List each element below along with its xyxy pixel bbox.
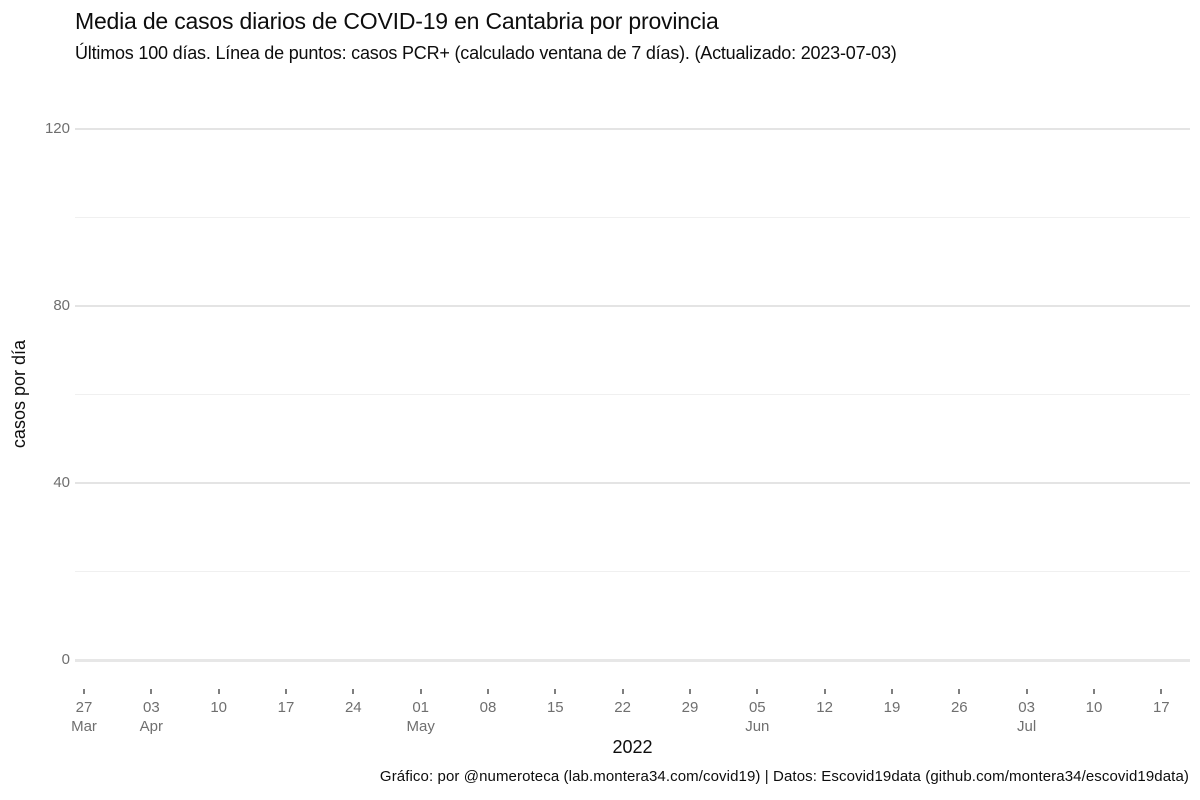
x-month-label: Mar	[71, 718, 97, 735]
x-month-label: Apr	[139, 718, 163, 735]
x-tick-mark	[217, 689, 220, 694]
y-tick-label: 80	[53, 297, 70, 314]
x-tick-label: 03	[142, 699, 160, 716]
x-tick-mark	[284, 689, 287, 694]
x-tick-mark	[150, 689, 153, 694]
gridline-minor	[75, 217, 1190, 218]
x-axis-title: 2022	[612, 737, 653, 757]
x-tick-label: 22	[614, 699, 631, 716]
gridline-minor	[75, 394, 1190, 395]
x-tick-label: 15	[546, 699, 564, 716]
x-axis-line	[75, 658, 1190, 662]
x-tick-label: 10	[210, 699, 227, 716]
x-tick-label: 17	[277, 699, 295, 716]
chart-subtitle: Últimos 100 días. Línea de puntos: casos…	[75, 43, 897, 63]
x-tick-label: 01	[412, 699, 429, 716]
gridline-major	[75, 305, 1190, 307]
x-tick-mark	[890, 689, 893, 694]
x-tick-label: 19	[883, 699, 901, 716]
x-tick-label: 05	[748, 699, 766, 716]
x-tick-label: 24	[344, 699, 362, 716]
x-tick-mark	[1160, 689, 1163, 694]
x-month-label: Jul	[1017, 718, 1037, 735]
x-tick-mark	[621, 689, 624, 694]
x-tick-mark	[486, 689, 489, 694]
gridline-minor	[75, 571, 1190, 572]
x-tick-mark	[958, 689, 961, 694]
x-tick-label: 17	[1152, 699, 1170, 716]
y-tick-label: 40	[53, 474, 70, 491]
x-month-label: May	[406, 718, 435, 735]
x-month-label: Jun	[745, 718, 770, 735]
x-tick-label: 03	[1018, 699, 1035, 716]
x-tick-label: 26	[950, 699, 968, 716]
chart-caption: Gráfico: por @numeroteca (lab.montera34.…	[379, 768, 1189, 785]
x-tick-mark	[352, 689, 355, 694]
x-tick-label: 29	[681, 699, 699, 716]
x-tick-mark	[554, 689, 557, 694]
gridline-major	[75, 482, 1190, 484]
chart-title: Media de casos diarios de COVID-19 en Ca…	[75, 8, 719, 34]
x-tick-mark	[83, 689, 85, 694]
x-tick-mark	[688, 689, 691, 694]
y-tick-label: 120	[44, 120, 70, 137]
x-tick-mark	[1092, 689, 1095, 694]
x-tick-label: 12	[816, 699, 833, 716]
x-tick-label: 27	[75, 699, 93, 716]
x-tick-mark	[419, 689, 422, 694]
y-tick-label: 0	[61, 651, 70, 668]
x-tick-label: 08	[479, 699, 497, 716]
x-tick-mark	[1025, 689, 1028, 694]
x-tick-mark	[823, 689, 826, 694]
x-tick-mark	[756, 689, 759, 694]
x-tick-label: 10	[1085, 699, 1103, 716]
gridline-major	[75, 128, 1190, 130]
